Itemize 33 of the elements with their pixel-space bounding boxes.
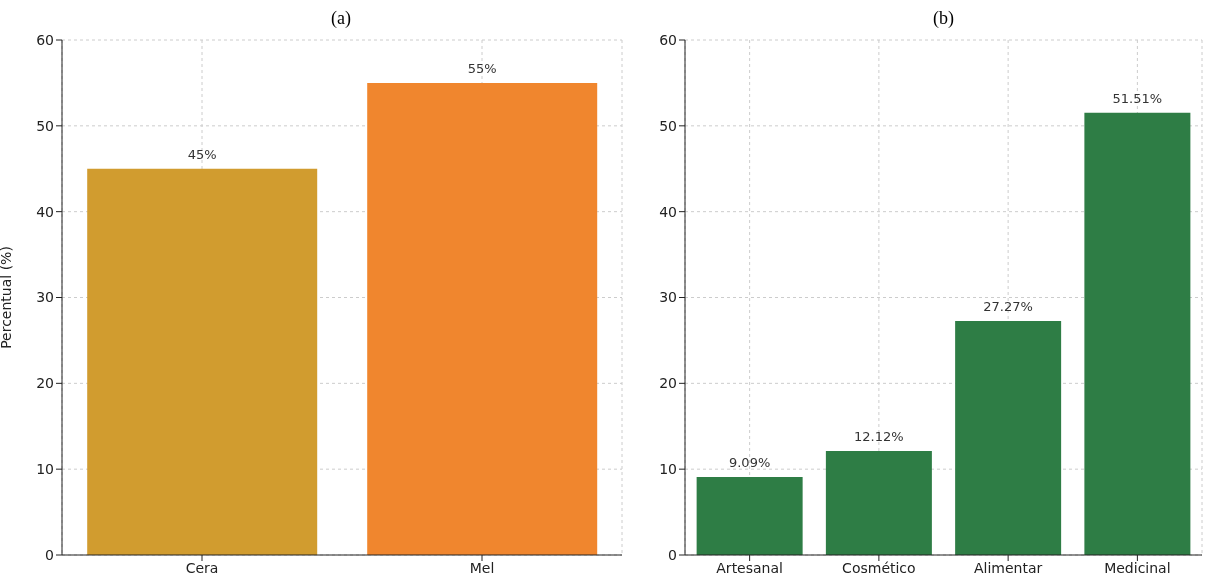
x-tick-label: Cera [185,559,219,576]
bar [696,476,803,555]
data-label: 45% [187,146,217,162]
data-label: 55% [467,60,497,76]
chart-title: (a) [330,8,352,29]
bar [825,450,932,555]
data-label: 12.12% [854,428,904,444]
x-tick-label: Medicinal [1104,559,1171,576]
data-label: 9.09% [728,454,771,470]
x-tick-label: Mel [469,559,495,576]
y-tick-label: 50 [36,117,54,134]
y-tick-label: 30 [36,289,54,306]
y-tick-label: 30 [659,289,677,306]
x-tick-label: Alimentar [973,559,1043,576]
y-tick-label: 50 [659,117,677,134]
y-tick-label: 0 [45,546,54,563]
y-axis-title: Percentual (%) [0,246,14,349]
y-tick-label: 40 [659,203,677,220]
x-tick-label: Artesanal [716,559,783,576]
bar [1084,112,1191,555]
data-label: 51.51% [1112,90,1163,106]
y-tick-label: 10 [36,461,54,478]
y-tick-label: 20 [36,375,54,392]
y-tick-label: 10 [659,461,677,478]
y-tick-label: 60 [36,31,54,48]
y-tick-label: 0 [668,546,677,563]
y-tick-label: 60 [659,31,677,48]
chart-title: (b) [932,8,955,29]
x-tick-label: Cosmético [842,559,916,576]
data-label: 27.27% [983,298,1033,314]
y-tick-label: 20 [659,375,677,392]
y-tick-label: 40 [36,203,54,220]
bar [955,320,1062,555]
